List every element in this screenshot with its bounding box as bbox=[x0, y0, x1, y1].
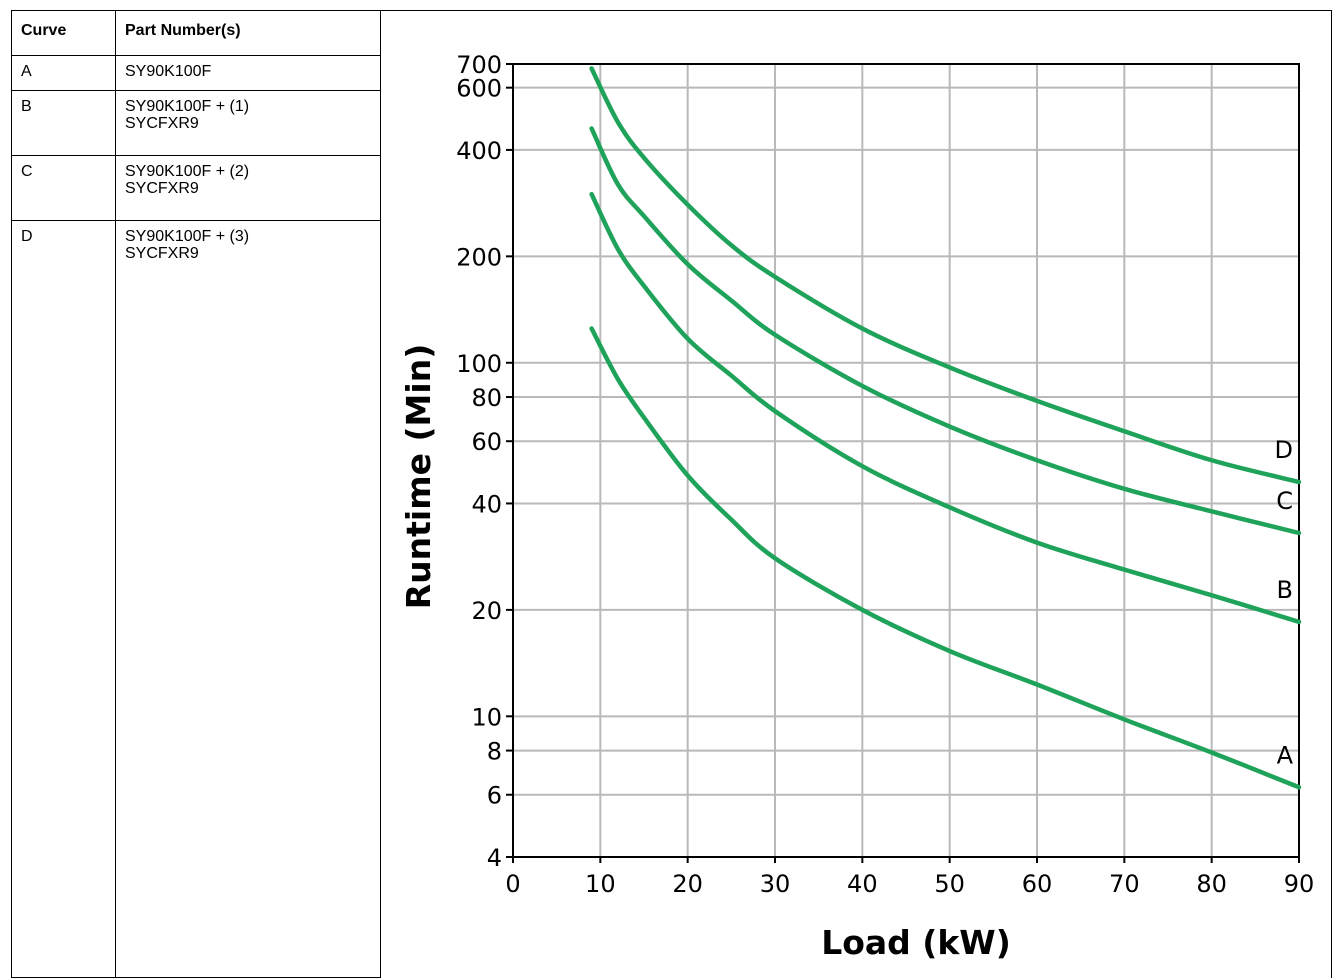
curve-label-a: A bbox=[1277, 741, 1294, 769]
y-tick-label: 200 bbox=[456, 243, 502, 271]
x-tick-label: 40 bbox=[847, 870, 878, 898]
part-number-cell: SY90K100F + (2) SYCFXR9 bbox=[115, 155, 381, 221]
table-row: A SY90K100F bbox=[11, 55, 381, 91]
curve-label-c: C bbox=[1276, 487, 1293, 515]
y-tick-label: 20 bbox=[471, 597, 502, 625]
curve-cell: A bbox=[11, 55, 116, 91]
curve-legend-table: Curve Part Number(s) A SY90K100F B SY90K… bbox=[11, 10, 381, 978]
part-number-cell: SY90K100F + (1) SYCFXR9 bbox=[115, 90, 381, 156]
series-line-d bbox=[589, 66, 1302, 485]
y-tick-label: 6 bbox=[487, 782, 502, 810]
series-line-b bbox=[589, 191, 1302, 625]
y-axis-title: Runtime (Min) bbox=[399, 344, 438, 610]
curve-label-b: B bbox=[1277, 576, 1293, 604]
table-row: C SY90K100F + (2) SYCFXR9 bbox=[11, 155, 381, 221]
y-tick-label: 4 bbox=[487, 844, 502, 872]
curve-label-d: D bbox=[1275, 436, 1293, 464]
header-part-numbers: Part Number(s) bbox=[115, 10, 381, 56]
runtime-chart: 0 10 20 30 40 50 60 70 80 90 4 6 8 10 20 40 60 80 100 200 40… bbox=[399, 51, 1315, 962]
x-tick-label: 90 bbox=[1284, 870, 1315, 898]
y-tick-label: 40 bbox=[471, 490, 502, 518]
header-curve: Curve bbox=[11, 10, 116, 56]
curve-cell: B bbox=[11, 90, 116, 156]
y-tick-label: 100 bbox=[456, 350, 502, 378]
table-header-row: Curve Part Number(s) bbox=[11, 10, 381, 56]
series-line-a bbox=[589, 326, 1302, 790]
x-tick-label: 30 bbox=[760, 870, 791, 898]
plot-frame bbox=[512, 63, 1300, 858]
y-tick-label: 400 bbox=[456, 137, 502, 165]
part-number-cell: SY90K100F + (3) SYCFXR9 bbox=[115, 220, 381, 978]
curve-cell: D bbox=[11, 220, 116, 978]
x-tick-label: 20 bbox=[672, 870, 703, 898]
y-tick-label: 60 bbox=[471, 428, 502, 456]
y-tick-label: 700 bbox=[456, 51, 502, 79]
x-axis-title: Load (kW) bbox=[821, 923, 1011, 962]
curve-cell: C bbox=[11, 155, 116, 221]
table-row: D SY90K100F + (3) SYCFXR9 bbox=[11, 220, 381, 978]
part-number-cell: SY90K100F bbox=[115, 55, 381, 91]
x-tick-label: 10 bbox=[585, 870, 616, 898]
x-tick-label: 50 bbox=[934, 870, 965, 898]
x-tick-label: 70 bbox=[1109, 870, 1140, 898]
x-tick-label: 0 bbox=[505, 870, 520, 898]
y-tick-label: 600 bbox=[456, 75, 502, 103]
y-tick-label: 10 bbox=[471, 703, 502, 731]
x-tick-label: 60 bbox=[1022, 870, 1053, 898]
y-tick-label: 8 bbox=[487, 738, 502, 766]
y-tick-label: 80 bbox=[471, 384, 502, 412]
series-line-c bbox=[589, 126, 1302, 536]
x-tick-label: 80 bbox=[1196, 870, 1227, 898]
table-row: B SY90K100F + (1) SYCFXR9 bbox=[11, 90, 381, 156]
